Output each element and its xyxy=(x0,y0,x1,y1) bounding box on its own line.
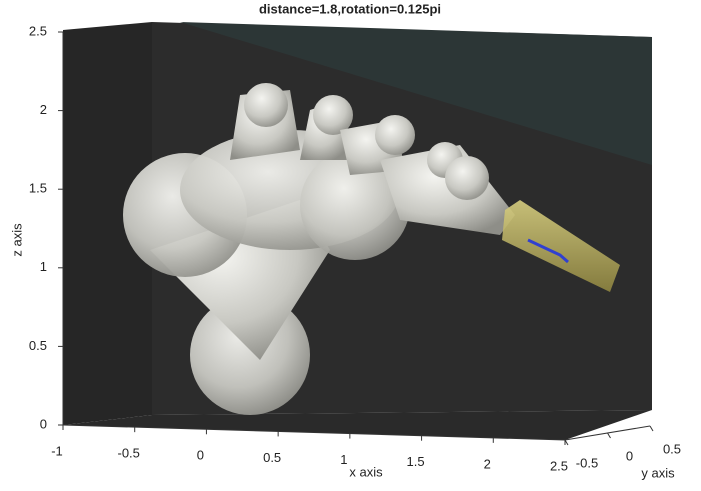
x-tick-label: -1 xyxy=(51,443,63,458)
y-tick-label: -0.5 xyxy=(576,455,598,470)
z-tick-label: 2.5 xyxy=(29,23,47,38)
y-axis-label: y axis xyxy=(641,465,675,480)
page: {"chart_data": {"type": "3d-scene", "tit… xyxy=(0,0,701,491)
z-tick-label: 0.5 xyxy=(29,338,47,353)
y-tick xyxy=(650,426,653,431)
chart: distance=1.8,rotation=0.125pi x axis y a… xyxy=(0,0,701,491)
x-tick-label: 2 xyxy=(484,456,491,471)
z-tick-label: 0 xyxy=(40,416,47,431)
y-tick-label: 0.5 xyxy=(663,441,681,456)
z-tick-label: 2 xyxy=(40,102,47,117)
z-axis-label: z axis xyxy=(9,223,24,257)
x-tick-label: 0 xyxy=(197,448,204,463)
x-axis-label: x axis xyxy=(349,464,383,479)
z-tick-label: 1.5 xyxy=(29,181,47,196)
x-tick-label: -0.5 xyxy=(118,446,140,461)
x-tick-label: 0.5 xyxy=(263,450,281,465)
x-tick-label: 2.5 xyxy=(550,458,568,473)
chart-title: distance=1.8,rotation=0.125pi xyxy=(259,1,441,16)
y-tick-label: 0 xyxy=(626,448,633,463)
x-tick-label: 1 xyxy=(340,452,347,467)
y-tick xyxy=(608,433,611,438)
x-tick-label: 1.5 xyxy=(407,454,425,469)
z-tick-label: 1 xyxy=(40,259,47,274)
